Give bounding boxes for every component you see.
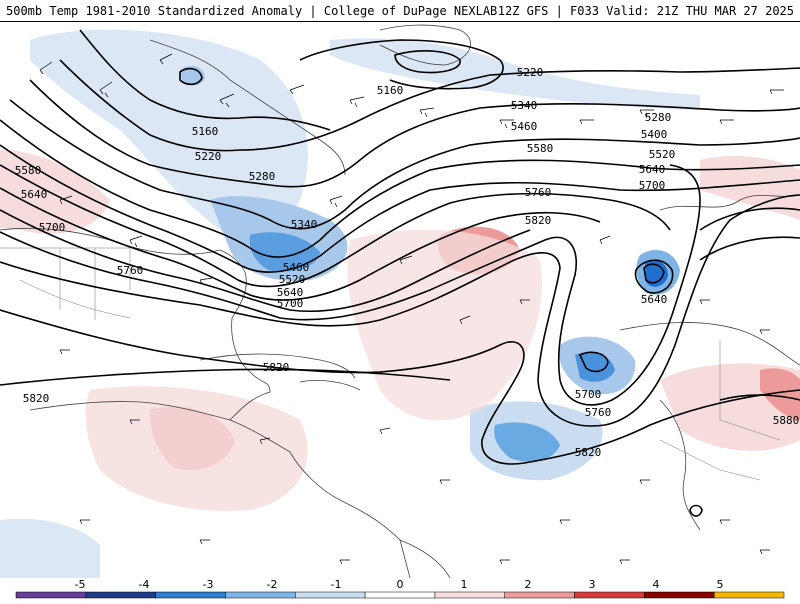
contour-label: 5640 (641, 293, 668, 306)
colorbar-tick-label: 5 (717, 578, 724, 591)
contour-label: 5760 (585, 406, 612, 419)
contour-label: 5460 (283, 261, 310, 274)
colorbar-segment (295, 591, 366, 599)
contour-label: 5640 (639, 163, 666, 176)
colorbar-segment (85, 591, 156, 599)
contour-label: 5580 (15, 164, 42, 177)
colorbar-tick-label: -1 (331, 578, 342, 591)
contour-label: 5820 (23, 392, 50, 405)
colorbar-segment (644, 591, 715, 599)
contour-label: 5340 (291, 218, 318, 231)
colorbar-segment (504, 591, 575, 599)
colorbar-tick-label: -2 (267, 578, 278, 591)
colorbar-tick-label: -3 (203, 578, 214, 591)
contour-label: 5220 (517, 66, 544, 79)
anomaly-colorbar: -5 -4 -3 -2 -1 0 1 2 3 4 5 (0, 578, 800, 600)
colorbar-segment (15, 591, 87, 599)
colorbar-segment (574, 591, 645, 599)
contour-label: 5400 (641, 128, 668, 141)
contour-label: 5520 (649, 148, 676, 161)
contour-label: 5160 (192, 125, 219, 138)
contour-label: 5820 (263, 361, 290, 374)
colorbar-tick-label: 3 (589, 578, 596, 591)
contour-label: 5640 (21, 188, 48, 201)
contour-label: 5280 (645, 111, 672, 124)
contour-label: 5520 (279, 273, 306, 286)
colorbar-segment (225, 591, 296, 599)
contour-label: 5160 (377, 84, 404, 97)
colorbar-tick-label: 1 (461, 578, 468, 591)
contour-label: 5700 (639, 179, 666, 192)
contour-label: 5640 (277, 286, 304, 299)
wind-barbs (39, 53, 784, 565)
colorbar-tick-label: 4 (653, 578, 660, 591)
colorbar-segment (364, 591, 436, 599)
height-contours (0, 29, 800, 517)
contour-label: 5760 (117, 264, 144, 277)
contour-labels: 5160 5220 5160 5220 5280 5340 5460 5520 … (15, 66, 800, 459)
colorbar-segments (15, 591, 785, 599)
contour-label: 5700 (575, 388, 602, 401)
contour-label: 5820 (575, 446, 602, 459)
colorbar-segment (434, 591, 505, 599)
colorbar-tick-label: -5 (75, 578, 86, 591)
contour-label: 5700 (277, 297, 304, 310)
map-title: 500mb Temp 1981-2010 Standardized Anomal… (6, 3, 498, 18)
political-borders (0, 247, 781, 481)
map-panel: 5160 5220 5160 5220 5280 5340 5460 5520 … (0, 22, 800, 578)
contour-label: 5820 (525, 214, 552, 227)
colorbar-tick-label: 2 (525, 578, 532, 591)
contour-label: 5880 (773, 414, 800, 427)
colorbar-segment (713, 591, 785, 599)
colorbar-segment (155, 591, 226, 599)
contour-label: 5460 (511, 120, 538, 133)
model-run-info: 12Z GFS | F033 Valid: 21Z THU MAR 27 202… (497, 3, 794, 18)
contour-label: 5340 (511, 99, 538, 112)
contour-label: 5220 (195, 150, 222, 163)
colorbar-labels: -5 -4 -3 -2 -1 0 1 2 3 4 5 (75, 578, 724, 591)
anomaly-shading (0, 29, 800, 578)
map-header: 500mb Temp 1981-2010 Standardized Anomal… (0, 0, 800, 22)
colorbar-tick-label: 0 (397, 578, 404, 591)
contour-label: 5280 (249, 170, 276, 183)
contour-label: 5580 (527, 142, 554, 155)
contour-label: 5700 (39, 221, 66, 234)
colorbar-tick-label: -4 (139, 578, 150, 591)
contour-label: 5760 (525, 186, 552, 199)
